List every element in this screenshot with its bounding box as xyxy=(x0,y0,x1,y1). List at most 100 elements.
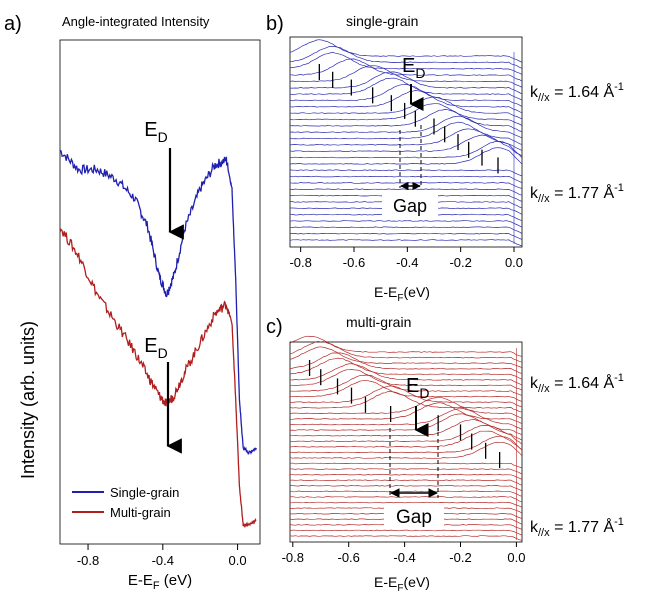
panel-c-k-top: k//x = 1.64 Å-1 xyxy=(530,372,624,395)
edc-curve xyxy=(289,357,523,380)
edc-curve xyxy=(290,71,523,95)
panel-b-k-top: k//x = 1.64 Å-1 xyxy=(530,81,624,104)
x-tick-label: -0.6 xyxy=(343,255,365,270)
panel-c-x-ticks: -0.8 -0.6 -0.4 -0.2 0.0 xyxy=(282,542,525,565)
edc-curve xyxy=(289,462,523,469)
panel-a: a) Angle-integrated Intensity Intensity … xyxy=(4,13,261,592)
edc-curve xyxy=(289,83,523,107)
panel-c: c) multi-grain -0.8 -0.6 -0.4 -0.2 0.0 E-EF(… xyxy=(266,314,624,594)
legend-label-multi: Multi-grain xyxy=(110,505,171,520)
panel-a-frame xyxy=(59,39,261,545)
panel-c-letter: c) xyxy=(266,316,283,338)
panel-b-letter: b) xyxy=(266,13,284,35)
edc-curve xyxy=(289,103,523,126)
x-tick-label: -0.4 xyxy=(152,553,174,568)
edc-curve xyxy=(289,430,523,451)
panel-b: b) single-grain -0.8 -0.6 -0.4 -0.2 0.0 E-EF… xyxy=(266,13,624,304)
edc-curve xyxy=(289,239,523,247)
legend-label-single: Single-grain xyxy=(110,485,179,500)
edc-curve xyxy=(289,109,523,132)
panel-c-curves xyxy=(289,335,523,541)
edc-curve xyxy=(289,468,523,475)
panel-c-k-bottom: k//x = 1.77 Å-1 xyxy=(530,516,624,539)
x-tick-label: -0.8 xyxy=(77,553,99,568)
panel-b-frame xyxy=(289,36,523,248)
edc-curve xyxy=(290,485,523,492)
x-tick-label: -0.2 xyxy=(449,550,471,565)
panel-b-x-ticks: -0.8 -0.6 -0.4 -0.2 0.0 xyxy=(289,247,523,270)
panel-a-legend: Single-grain Multi-grain xyxy=(72,485,179,520)
edc-curve xyxy=(289,58,523,82)
edc-curve xyxy=(289,77,523,101)
edc-curve xyxy=(289,46,523,69)
x-tick-label: -0.4 xyxy=(396,255,418,270)
panel-b-ed-label: ED xyxy=(402,55,425,81)
panel-a-series xyxy=(59,149,257,529)
edc-curve xyxy=(289,147,523,165)
panel-b-gap: Gap xyxy=(382,125,438,216)
panel-a-title: Angle-integrated Intensity xyxy=(62,14,210,29)
panel-a-xlabel: E-EF (eV) xyxy=(128,572,192,592)
edc-curve xyxy=(289,96,523,120)
panel-a-ylabel: Intensity (arb. units) xyxy=(18,321,38,479)
edc-curve xyxy=(289,473,523,480)
edc-curve xyxy=(290,402,523,425)
panel-a-letter: a) xyxy=(4,13,22,35)
x-tick-label: -0.4 xyxy=(393,550,415,565)
edc-curve xyxy=(289,341,523,363)
edc-curve xyxy=(290,232,523,240)
edc-curve xyxy=(289,425,523,445)
series-line-single-grain xyxy=(59,149,257,456)
panel-c-title: multi-grain xyxy=(346,314,411,330)
edc-curve xyxy=(289,379,523,402)
edc-curve xyxy=(289,535,523,541)
edc-curve xyxy=(289,396,523,419)
panel-c-frame xyxy=(289,341,523,543)
panel-a-x-ticks: -0.8 -0.4 0.0 xyxy=(77,544,247,568)
panel-b-title: single-grain xyxy=(346,13,418,29)
edc-curve xyxy=(289,134,523,157)
edc-curve xyxy=(289,140,523,159)
edc-curve xyxy=(289,369,523,391)
panel-b-gap-label: Gap xyxy=(393,196,427,216)
edc-curve xyxy=(289,479,523,486)
ed-label-multi: ED xyxy=(144,335,167,361)
panel-c-ed-label: ED xyxy=(406,375,429,401)
edc-curve xyxy=(289,51,523,75)
edc-curve xyxy=(289,175,523,184)
edc-curve xyxy=(289,128,523,151)
edc-curve xyxy=(289,363,523,386)
x-tick-label: 0.0 xyxy=(507,550,525,565)
edc-curve xyxy=(289,335,523,357)
edc-curve xyxy=(290,408,523,430)
x-tick-label: -0.8 xyxy=(289,255,311,270)
edc-curve xyxy=(289,115,523,139)
panel-b-k-bottom: k//x = 1.77 Å-1 xyxy=(530,182,624,205)
edc-curve xyxy=(289,220,523,228)
edc-curve xyxy=(289,352,523,374)
edc-curve xyxy=(289,226,523,234)
x-tick-label: -0.2 xyxy=(449,255,471,270)
edc-curve xyxy=(289,529,523,536)
ed-annotation-single: ED xyxy=(144,119,184,240)
panel-c-xlabel: E-EF(eV) xyxy=(374,574,430,594)
edc-curve xyxy=(289,346,523,369)
edc-curve xyxy=(289,501,523,508)
x-tick-label: 0.0 xyxy=(505,255,523,270)
panel-b-ed: ED xyxy=(402,55,425,111)
edc-curve xyxy=(289,169,523,177)
edc-curve xyxy=(289,385,523,408)
panel-c-gap: Gap xyxy=(384,428,444,528)
edc-curve xyxy=(289,374,523,396)
edc-curve xyxy=(289,391,523,413)
edc-curve xyxy=(289,65,523,88)
panel-c-gap-label: Gap xyxy=(396,507,432,528)
edc-curve xyxy=(289,435,523,454)
panel-b-xlabel: E-EF(eV) xyxy=(374,284,430,304)
edc-curve xyxy=(289,121,523,145)
x-tick-label: 0.0 xyxy=(229,553,247,568)
edc-curve xyxy=(289,496,523,503)
edc-curve xyxy=(289,39,523,63)
x-tick-label: -0.8 xyxy=(282,550,304,565)
